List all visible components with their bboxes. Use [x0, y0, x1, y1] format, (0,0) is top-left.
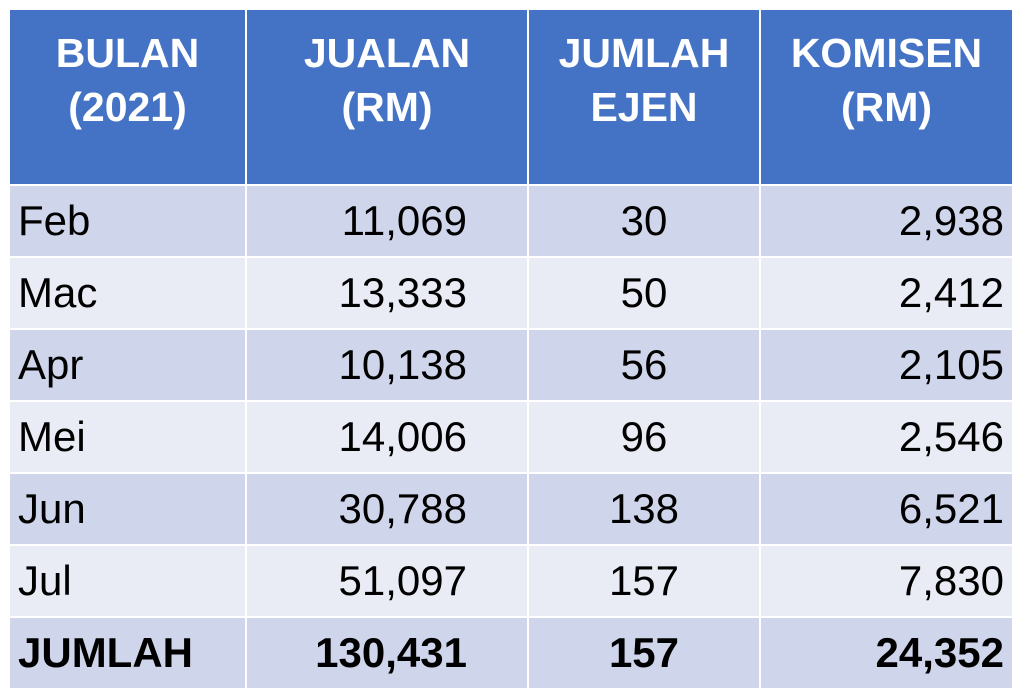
header-sales: JUALAN (RM) [245, 8, 529, 186]
cell-agents: 96 [527, 400, 761, 474]
cell-sales: 14,006 [245, 400, 529, 474]
header-agents: JUMLAH EJEN [527, 8, 761, 186]
table-row: Apr 10,138 56 2,105 [8, 328, 1014, 402]
cell-commission: 7,830 [759, 544, 1014, 618]
total-commission: 24,352 [759, 616, 1014, 690]
cell-month: Jul [8, 544, 247, 618]
cell-commission: 2,412 [759, 256, 1014, 330]
header-commission-line1: KOMISEN [790, 30, 983, 76]
table-row: Mac 13,333 50 2,412 [8, 256, 1014, 330]
cell-commission: 2,105 [759, 328, 1014, 402]
table-body: Feb 11,069 30 2,938 Mac 13,333 50 2,412 … [8, 184, 1014, 690]
cell-commission: 2,938 [759, 184, 1014, 258]
cell-commission: 2,546 [759, 400, 1014, 474]
total-label: JUMLAH [8, 616, 247, 690]
cell-month: Mei [8, 400, 247, 474]
header-agents-line2: EJEN [590, 84, 698, 130]
table-header: BULAN (2021) JUALAN (RM) JUMLAH EJEN KOM… [8, 8, 1014, 186]
cell-commission: 6,521 [759, 472, 1014, 546]
cell-sales: 51,097 [245, 544, 529, 618]
header-sales-line1: JUALAN [303, 30, 471, 76]
total-agents: 157 [527, 616, 761, 690]
cell-sales: 30,788 [245, 472, 529, 546]
total-row: JUMLAH 130,431 157 24,352 [8, 616, 1014, 690]
cell-agents: 56 [527, 328, 761, 402]
header-row: BULAN (2021) JUALAN (RM) JUMLAH EJEN KOM… [8, 8, 1014, 186]
header-commission: KOMISEN (RM) [759, 8, 1014, 186]
header-commission-line2: (RM) [840, 84, 933, 130]
cell-month: Feb [8, 184, 247, 258]
table-row: Jul 51,097 157 7,830 [8, 544, 1014, 618]
cell-month: Mac [8, 256, 247, 330]
total-sales: 130,431 [245, 616, 529, 690]
header-month: BULAN (2021) [8, 8, 247, 186]
cell-agents: 138 [527, 472, 761, 546]
table-row: Mei 14,006 96 2,546 [8, 400, 1014, 474]
header-month-line1: BULAN [55, 30, 200, 76]
header-agents-line1: JUMLAH [558, 30, 730, 76]
cell-sales: 10,138 [245, 328, 529, 402]
table-row: Feb 11,069 30 2,938 [8, 184, 1014, 258]
cell-sales: 13,333 [245, 256, 529, 330]
cell-agents: 50 [527, 256, 761, 330]
header-sales-line2: (RM) [341, 84, 433, 130]
cell-agents: 157 [527, 544, 761, 618]
cell-sales: 11,069 [245, 184, 529, 258]
cell-month: Jun [8, 472, 247, 546]
table-row: Jun 30,788 138 6,521 [8, 472, 1014, 546]
header-month-line2: (2021) [68, 84, 187, 130]
cell-agents: 30 [527, 184, 761, 258]
sales-commission-table: BULAN (2021) JUALAN (RM) JUMLAH EJEN KOM… [8, 8, 1014, 690]
sales-table-container: BULAN (2021) JUALAN (RM) JUMLAH EJEN KOM… [8, 8, 1014, 690]
cell-month: Apr [8, 328, 247, 402]
